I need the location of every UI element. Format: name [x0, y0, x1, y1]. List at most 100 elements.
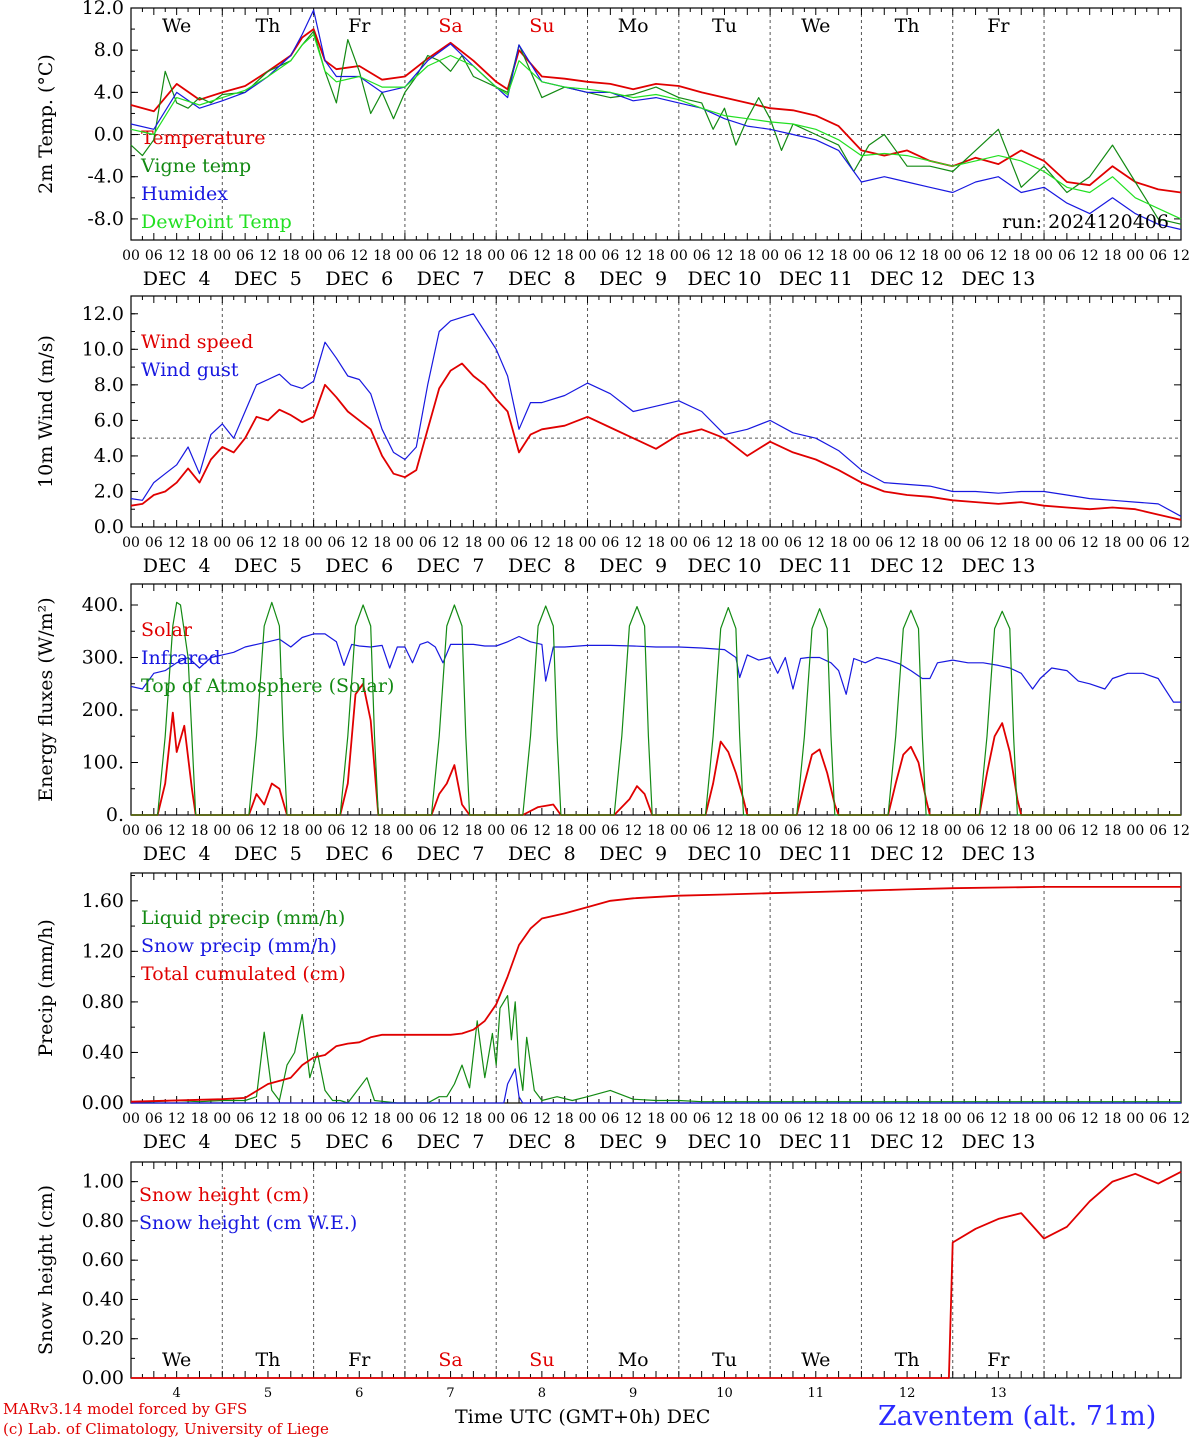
- hour-tick-label: 06: [510, 248, 528, 264]
- day-number-label: 13: [990, 1386, 1007, 1401]
- hour-tick-label: 12: [168, 535, 186, 551]
- x-axis-month: DEC: [666, 1406, 711, 1428]
- day-number-label: 6: [355, 1386, 363, 1401]
- hour-tick-label: 06: [875, 248, 893, 264]
- legend-entry: Total cumulated (cm): [141, 963, 346, 985]
- hour-tick-label: 18: [921, 823, 939, 839]
- date-label: DEC 13: [961, 843, 1035, 865]
- hour-tick-label: 18: [464, 823, 482, 839]
- legend-entry: Snow height (cm): [139, 1184, 309, 1206]
- hour-tick-label: 12: [989, 248, 1007, 264]
- hour-tick-label: 18: [556, 535, 574, 551]
- hour-tick-label: 00: [761, 535, 779, 551]
- hour-tick-label: 12: [898, 823, 916, 839]
- hour-tick-label: 06: [875, 535, 893, 551]
- y-tick-label: 4.0: [94, 445, 124, 467]
- hour-tick-label: 00: [1035, 535, 1053, 551]
- hour-tick-label: 18: [921, 248, 939, 264]
- legend-entry: DewPoint Temp: [141, 211, 292, 233]
- hour-tick-label: 06: [328, 823, 346, 839]
- hour-tick-label: 12: [168, 1111, 186, 1127]
- hour-tick-label: 12: [442, 248, 460, 264]
- hour-tick-label: 12: [898, 248, 916, 264]
- hour-tick-label: 12: [624, 823, 642, 839]
- hour-tick-label: 18: [191, 535, 209, 551]
- hour-tick-label: 18: [738, 823, 756, 839]
- hour-tick-label: 06: [510, 1111, 528, 1127]
- date-label: DEC 5: [234, 268, 302, 290]
- series-line-lightgreen: [130, 33, 1182, 220]
- hour-tick-label: 12: [898, 1111, 916, 1127]
- hour-tick-label: 00: [670, 535, 688, 551]
- date-label: DEC 11: [779, 1131, 853, 1153]
- date-label: DEC 6: [325, 1131, 393, 1153]
- hour-tick-label: 18: [1012, 823, 1030, 839]
- y-tick-label: 0.0: [94, 124, 124, 146]
- hour-tick-label: 06: [875, 823, 893, 839]
- day-number-label: 7: [446, 1386, 454, 1401]
- hour-tick-label: 00: [213, 535, 231, 551]
- hour-tick-label: 12: [350, 1111, 368, 1127]
- hour-tick-label: 06: [145, 248, 163, 264]
- hour-tick-label: 12: [989, 535, 1007, 551]
- hour-tick-label: 12: [716, 823, 734, 839]
- y-tick-label: 0.00: [82, 1367, 124, 1389]
- date-label: DEC 11: [779, 843, 853, 865]
- hour-tick-label: 12: [350, 823, 368, 839]
- hour-tick-label: 06: [784, 248, 802, 264]
- hour-tick-label: 00: [853, 248, 871, 264]
- weekday-label: Th: [255, 15, 280, 37]
- x-axis-title-text: Time UTC (GMT+0h): [455, 1406, 661, 1428]
- y-tick-label: 100.: [82, 752, 124, 774]
- hour-tick-label: 18: [373, 248, 391, 264]
- y-tick-label: 6.0: [94, 409, 124, 431]
- hour-tick-label: 18: [464, 535, 482, 551]
- hour-tick-label: 18: [738, 248, 756, 264]
- y-tick-label: 4.0: [94, 81, 124, 103]
- weekday-label: Fr: [987, 1349, 1010, 1371]
- hour-tick-label: 18: [556, 823, 574, 839]
- y-tick-label: -8.0: [87, 208, 124, 230]
- date-label: DEC 11: [779, 555, 853, 577]
- hour-tick-label: 06: [328, 1111, 346, 1127]
- hour-tick-label: 18: [1104, 535, 1122, 551]
- hour-tick-label: 00: [944, 248, 962, 264]
- y-tick-label: 8.0: [94, 39, 124, 61]
- hour-tick-label: 18: [373, 823, 391, 839]
- hour-tick-label: 00: [1126, 823, 1144, 839]
- y-tick-label: 0.80: [82, 1210, 124, 1232]
- date-label: DEC 8: [508, 843, 576, 865]
- weekday-label: Th: [255, 1349, 280, 1371]
- weekday-label: Su: [529, 15, 554, 37]
- hour-tick-label: 00: [1126, 248, 1144, 264]
- hour-tick-label: 00: [305, 248, 323, 264]
- hour-tick-label: 12: [989, 1111, 1007, 1127]
- day-number-label: 10: [716, 1386, 733, 1401]
- y-axis-label: Energy fluxes (W/m²): [35, 597, 57, 801]
- hour-tick-label: 18: [647, 1111, 665, 1127]
- hour-tick-label: 00: [579, 535, 597, 551]
- day-number-label: 11: [808, 1386, 825, 1401]
- hour-tick-label: 06: [145, 823, 163, 839]
- hour-tick-label: 18: [647, 535, 665, 551]
- hour-tick-label: 12: [1081, 823, 1099, 839]
- series-line-red: [130, 886, 1181, 1103]
- hour-tick-label: 18: [282, 248, 300, 264]
- hour-tick-label: 00: [761, 248, 779, 264]
- hour-tick-label: 00: [944, 535, 962, 551]
- hour-tick-label: 06: [236, 1111, 254, 1127]
- legend-entry: Liquid precip (mm/h): [141, 907, 345, 929]
- legend-entry: Snow height (cm W.E.): [139, 1212, 357, 1234]
- hour-tick-label: 12: [350, 248, 368, 264]
- series-line-green: [130, 994, 1181, 1104]
- hour-tick-label: 06: [784, 1111, 802, 1127]
- hour-tick-label: 12: [259, 535, 277, 551]
- hour-tick-label: 00: [213, 1111, 231, 1127]
- legend-entry: Wind gust: [141, 359, 239, 381]
- hour-tick-label: 06: [967, 248, 985, 264]
- hour-tick-label: 00: [853, 823, 871, 839]
- date-label: DEC 6: [325, 268, 393, 290]
- weekday-label: We: [162, 15, 191, 37]
- hour-tick-label: 12: [350, 535, 368, 551]
- hour-tick-label: 18: [373, 1111, 391, 1127]
